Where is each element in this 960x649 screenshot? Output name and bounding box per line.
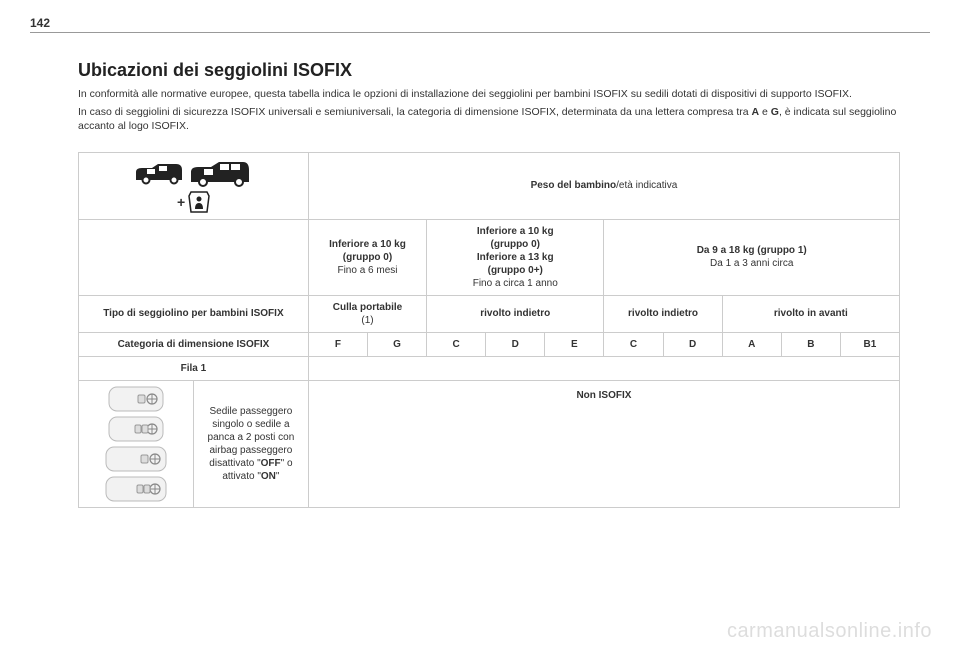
main-content: Ubicazioni dei seggiolini ISOFIX In conf… — [78, 60, 900, 508]
weight-header-bold: Peso del bambino — [531, 180, 617, 191]
weight-group-0plus-cell: Inferiore a 10 kg (gruppo 0) Inferiore a… — [427, 219, 604, 295]
type-fwd-cell: rivolto in avanti — [722, 295, 899, 332]
intro-paragraph-1: In conformità alle normative europee, qu… — [78, 87, 900, 101]
empty-cell — [79, 219, 309, 295]
type-rear2-cell: rivolto indietro — [604, 295, 722, 332]
seat-desc-cell: Sedile passeggero singolo o sedile a pan… — [193, 380, 308, 507]
table-row: Sedile passeggero singolo o sedile a pan… — [79, 380, 900, 507]
wg1-line1: Da 9 a 18 kg (gruppo 1) — [697, 245, 807, 256]
weight-header-normal: /età indicativa — [616, 180, 677, 191]
cat-B1: B1 — [840, 332, 899, 356]
category-label: Categoria di dimensione ISOFIX — [79, 332, 309, 356]
seat-layout-icon-4 — [105, 476, 167, 502]
seat-desc-off: OFF — [261, 458, 281, 469]
van-short-icon — [134, 160, 186, 186]
weight-header-cell: Peso del bambino/età indicativa — [308, 152, 899, 219]
seat-layout-icons — [83, 386, 189, 502]
table-row: Fila 1 — [79, 356, 900, 380]
table-row: Inferiore a 10 kg (gruppo 0) Fino a 6 me… — [79, 219, 900, 295]
wg1-line2: Da 1 a 3 anni circa — [710, 258, 793, 269]
seat-layout-icon-2 — [108, 416, 164, 442]
wg0p-line1: Inferiore a 10 kg — [477, 226, 554, 237]
van-long-icon — [189, 158, 253, 188]
carrycot-line2: (1) — [361, 315, 373, 326]
intro-paragraph-2: In caso di seggiolini di sicurezza ISOFI… — [78, 105, 900, 133]
row1-label: Fila 1 — [79, 356, 309, 380]
vehicle-icons-cell: + — [79, 152, 309, 219]
seat-icons-cell — [79, 380, 194, 507]
intro2-letter-a: A — [752, 106, 760, 118]
weight-group-0-cell: Inferiore a 10 kg (gruppo 0) Fino a 6 me… — [308, 219, 426, 295]
wg0p-line3: Inferiore a 13 kg — [477, 252, 554, 263]
isofix-table: + Peso del bambino/età indicativa Inferi… — [78, 152, 900, 508]
cat-B: B — [781, 332, 840, 356]
page-title: Ubicazioni dei seggiolini ISOFIX — [78, 60, 900, 81]
row1-empty — [308, 356, 899, 380]
wg0p-line5: Fino a circa 1 anno — [473, 278, 558, 289]
seat-layout-icon-1 — [108, 386, 164, 412]
plus-icon: + — [177, 193, 185, 209]
wg0-line3: Fino a 6 mesi — [337, 265, 397, 276]
cat-C: C — [427, 332, 486, 356]
table-row: + Peso del bambino/età indicativa — [79, 152, 900, 219]
seat-type-label: Tipo di seggiolino per bambini ISOFIX — [79, 295, 309, 332]
wg0-line1: Inferiore a 10 kg — [329, 239, 406, 250]
non-isofix-cell: Non ISOFIX — [308, 380, 899, 507]
intro2-mid: e — [759, 106, 771, 118]
cat-E: E — [545, 332, 604, 356]
intro2-letter-g: G — [771, 106, 779, 118]
cat-F: F — [308, 332, 367, 356]
watermark: carmanualsonline.info — [727, 620, 932, 643]
cat-A: A — [722, 332, 781, 356]
carrycot-line1: Culla portabile — [333, 302, 402, 313]
intro2-pre: In caso di seggiolini di sicurezza ISOFI… — [78, 106, 752, 118]
seat-desc-on: ON — [261, 471, 276, 482]
cat-G: G — [367, 332, 426, 356]
seat-desc-3: " — [276, 471, 280, 482]
seat-layout-icon-3 — [105, 446, 167, 472]
wg0p-line2: (gruppo 0) — [491, 239, 540, 250]
wg0p-line4: (gruppo 0+) — [488, 265, 543, 276]
table-row: Categoria di dimensione ISOFIX F G C D E… — [79, 332, 900, 356]
page-number: 142 — [30, 16, 50, 30]
child-seat-tag-icon — [188, 190, 210, 214]
cat-D: D — [486, 332, 545, 356]
weight-group-1-cell: Da 9 a 18 kg (gruppo 1) Da 1 a 3 anni ci… — [604, 219, 900, 295]
wg0-line2: (gruppo 0) — [343, 252, 392, 263]
type-carrycot-cell: Culla portabile (1) — [308, 295, 426, 332]
type-rear1-cell: rivolto indietro — [427, 295, 604, 332]
cat-C2: C — [604, 332, 663, 356]
table-row: Tipo di seggiolino per bambini ISOFIX Cu… — [79, 295, 900, 332]
cat-D2: D — [663, 332, 722, 356]
top-rule — [30, 32, 930, 33]
